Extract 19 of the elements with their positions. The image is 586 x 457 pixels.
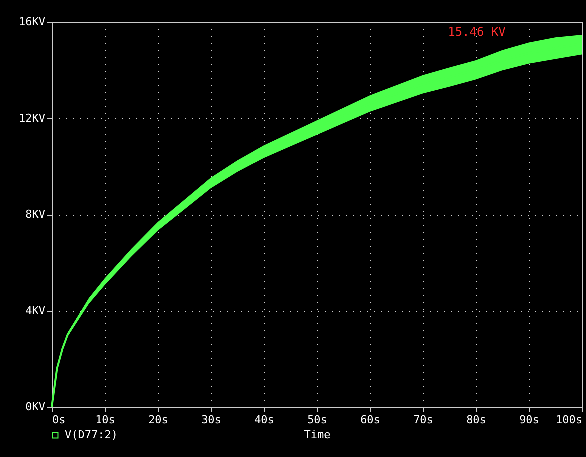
x-tick-label: 90s [520,414,540,426]
x-tick-label: 60s [360,414,380,426]
x-axis-title: Time [304,428,331,442]
x-tick-label: 0s [52,414,66,426]
y-tick-label: 16KV [19,16,46,28]
x-tick-label: 100s [556,414,582,426]
x-tick-label: 50s [308,414,328,426]
x-tick-label: 40s [254,414,274,426]
y-tick-label: 8KV [26,208,46,221]
x-tick-label: 70s [414,414,434,426]
x-tick-label: 30s [202,414,222,426]
x-tick-label: 10s [96,414,116,426]
x-tick-label: 80s [466,414,486,426]
y-tick-label: 12KV [19,112,46,125]
y-tick-label: 0KV [26,400,46,414]
y-tick-label: 4KV [26,304,46,318]
legend-label: V(D77:2) [65,428,118,442]
annotation: 15.46 KV [448,25,506,39]
x-tick-label: 20s [148,414,168,426]
